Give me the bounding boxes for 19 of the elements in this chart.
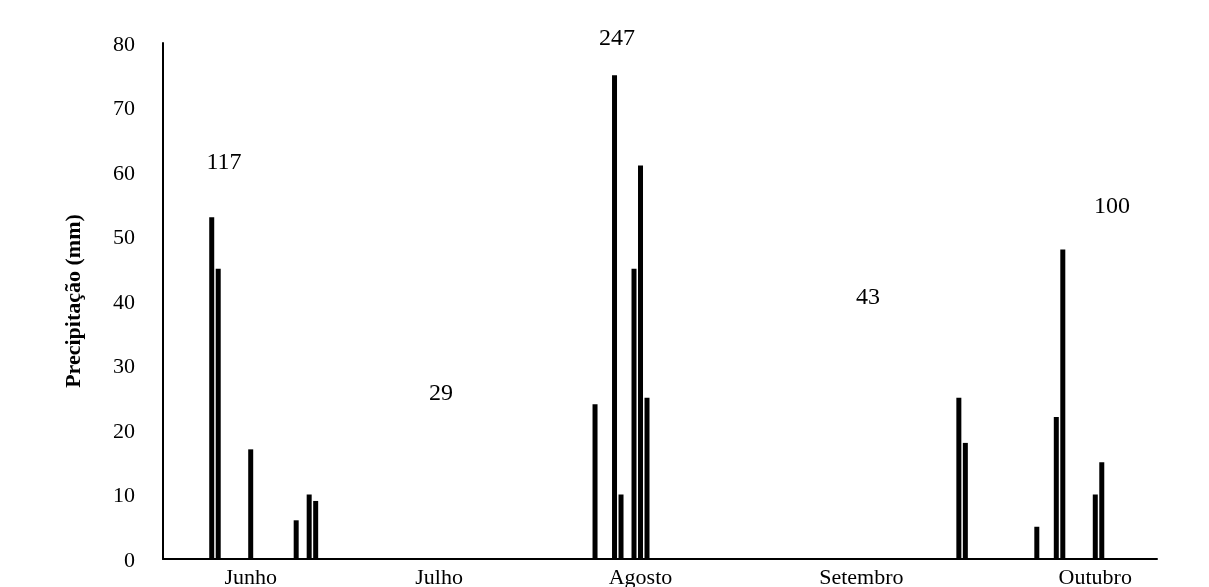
y-tick-label: 40	[113, 288, 135, 314]
y-tick-label: 70	[113, 95, 135, 120]
annotation: 100	[1094, 192, 1130, 218]
y-tick-label: 20	[113, 417, 135, 443]
annotation: 247	[599, 24, 635, 50]
x-tick-label: Julho	[415, 563, 463, 587]
y-axis-title: Precipitação (mm)	[59, 214, 85, 388]
y-tick-label: 60	[113, 159, 135, 185]
x-tick-label: Setembro	[819, 563, 904, 587]
y-tick-label: 0	[124, 546, 135, 572]
annotation: 29	[429, 379, 453, 405]
x-tick-label: Junho	[224, 563, 277, 587]
annotation: 43	[856, 283, 880, 309]
annotation: 117	[206, 148, 242, 174]
y-tick-label: 50	[113, 224, 135, 249]
y-tick-label: 30	[113, 353, 135, 378]
y-tick-label: 80	[113, 30, 135, 56]
x-tick-label: Outubro	[1058, 563, 1132, 587]
y-tick-label: 10	[113, 482, 135, 507]
